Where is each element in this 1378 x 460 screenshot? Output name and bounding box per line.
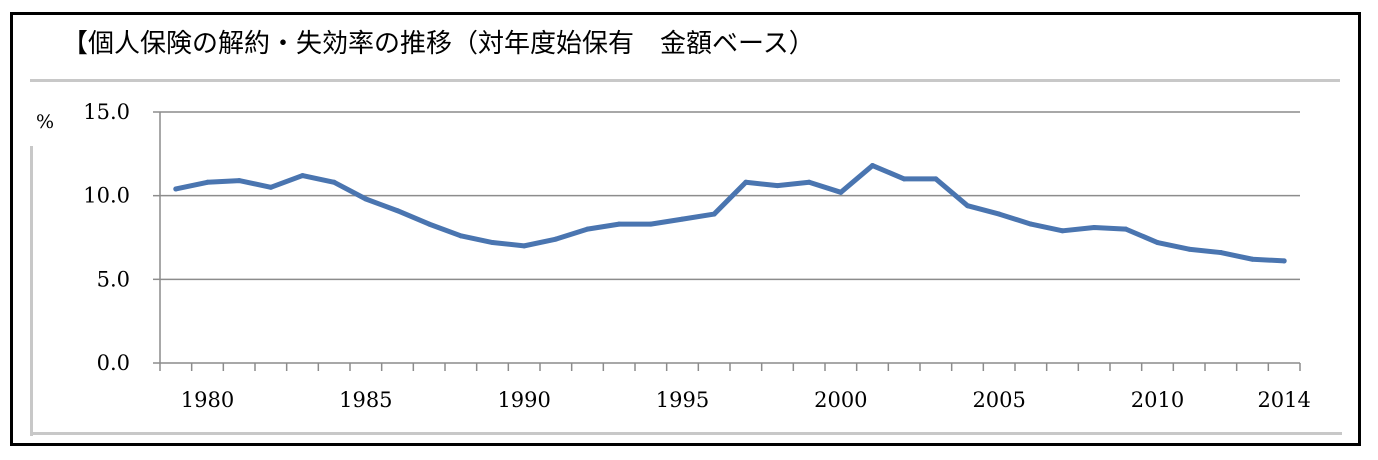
data-point	[426, 221, 432, 227]
chart-title: 【個人保険の解約・失効率の推移（対年度始保有 金額ベース）	[62, 29, 815, 59]
data-point	[648, 221, 654, 227]
x-tick-label: 2014	[1257, 388, 1310, 412]
data-point	[300, 173, 305, 179]
chart-frame	[10, 12, 1361, 446]
x-tick-label: 2005	[972, 388, 1025, 412]
y-axis-ticks: 0.0 5.0 10.0 15.0	[83, 100, 160, 375]
data-point	[870, 163, 875, 169]
y-tick-label: 15.0	[83, 100, 130, 124]
data-point	[711, 211, 717, 217]
data-point	[1186, 246, 1192, 252]
left-divider	[30, 146, 33, 436]
x-tick-label: 1985	[339, 388, 392, 412]
data-point	[838, 189, 844, 195]
x-tick-label: 2000	[814, 388, 867, 412]
data-point	[775, 183, 780, 189]
data-point	[363, 196, 369, 202]
data-point	[1281, 258, 1287, 264]
bottom-divider	[30, 432, 1342, 435]
x-axis-ticks: 1980 1985 1990 1995 2000 2005 2010 2014	[159, 363, 1311, 412]
data-point	[901, 176, 907, 182]
data-point	[933, 176, 939, 182]
x-tick-label: 1995	[656, 388, 709, 412]
data-point	[1218, 250, 1224, 256]
y-axis-unit-label: %	[36, 111, 54, 133]
data-point	[680, 216, 685, 222]
x-tick-label: 1990	[497, 388, 550, 412]
data-point	[1250, 256, 1255, 262]
title-divider	[30, 79, 1340, 82]
data-point	[1123, 226, 1129, 232]
data-point	[173, 186, 179, 192]
data-point	[521, 243, 527, 249]
x-tick-label: 1980	[181, 388, 234, 412]
data-point	[205, 179, 210, 185]
data-point	[458, 233, 464, 239]
data-point	[585, 226, 590, 232]
data-point	[236, 178, 242, 184]
data-point	[490, 240, 495, 246]
y-tick-label: 10.0	[83, 184, 130, 208]
data-point	[616, 221, 622, 227]
data-point	[1091, 224, 1097, 230]
data-point	[806, 179, 812, 185]
data-point	[268, 184, 274, 190]
data-point	[395, 208, 400, 214]
axes	[159, 112, 1300, 364]
data-point	[1155, 240, 1160, 246]
data-point	[553, 236, 559, 242]
data-point	[965, 203, 970, 209]
data-point	[331, 179, 337, 185]
x-tick-label: 2010	[1131, 388, 1184, 412]
data-point	[743, 179, 749, 185]
series-group	[173, 163, 1287, 264]
data-point	[1060, 228, 1065, 234]
y-tick-label: 0.0	[97, 351, 130, 375]
data-point	[1028, 221, 1034, 227]
series-line	[173, 163, 1287, 264]
data-point	[996, 211, 1002, 217]
y-tick-label: 5.0	[97, 267, 130, 291]
